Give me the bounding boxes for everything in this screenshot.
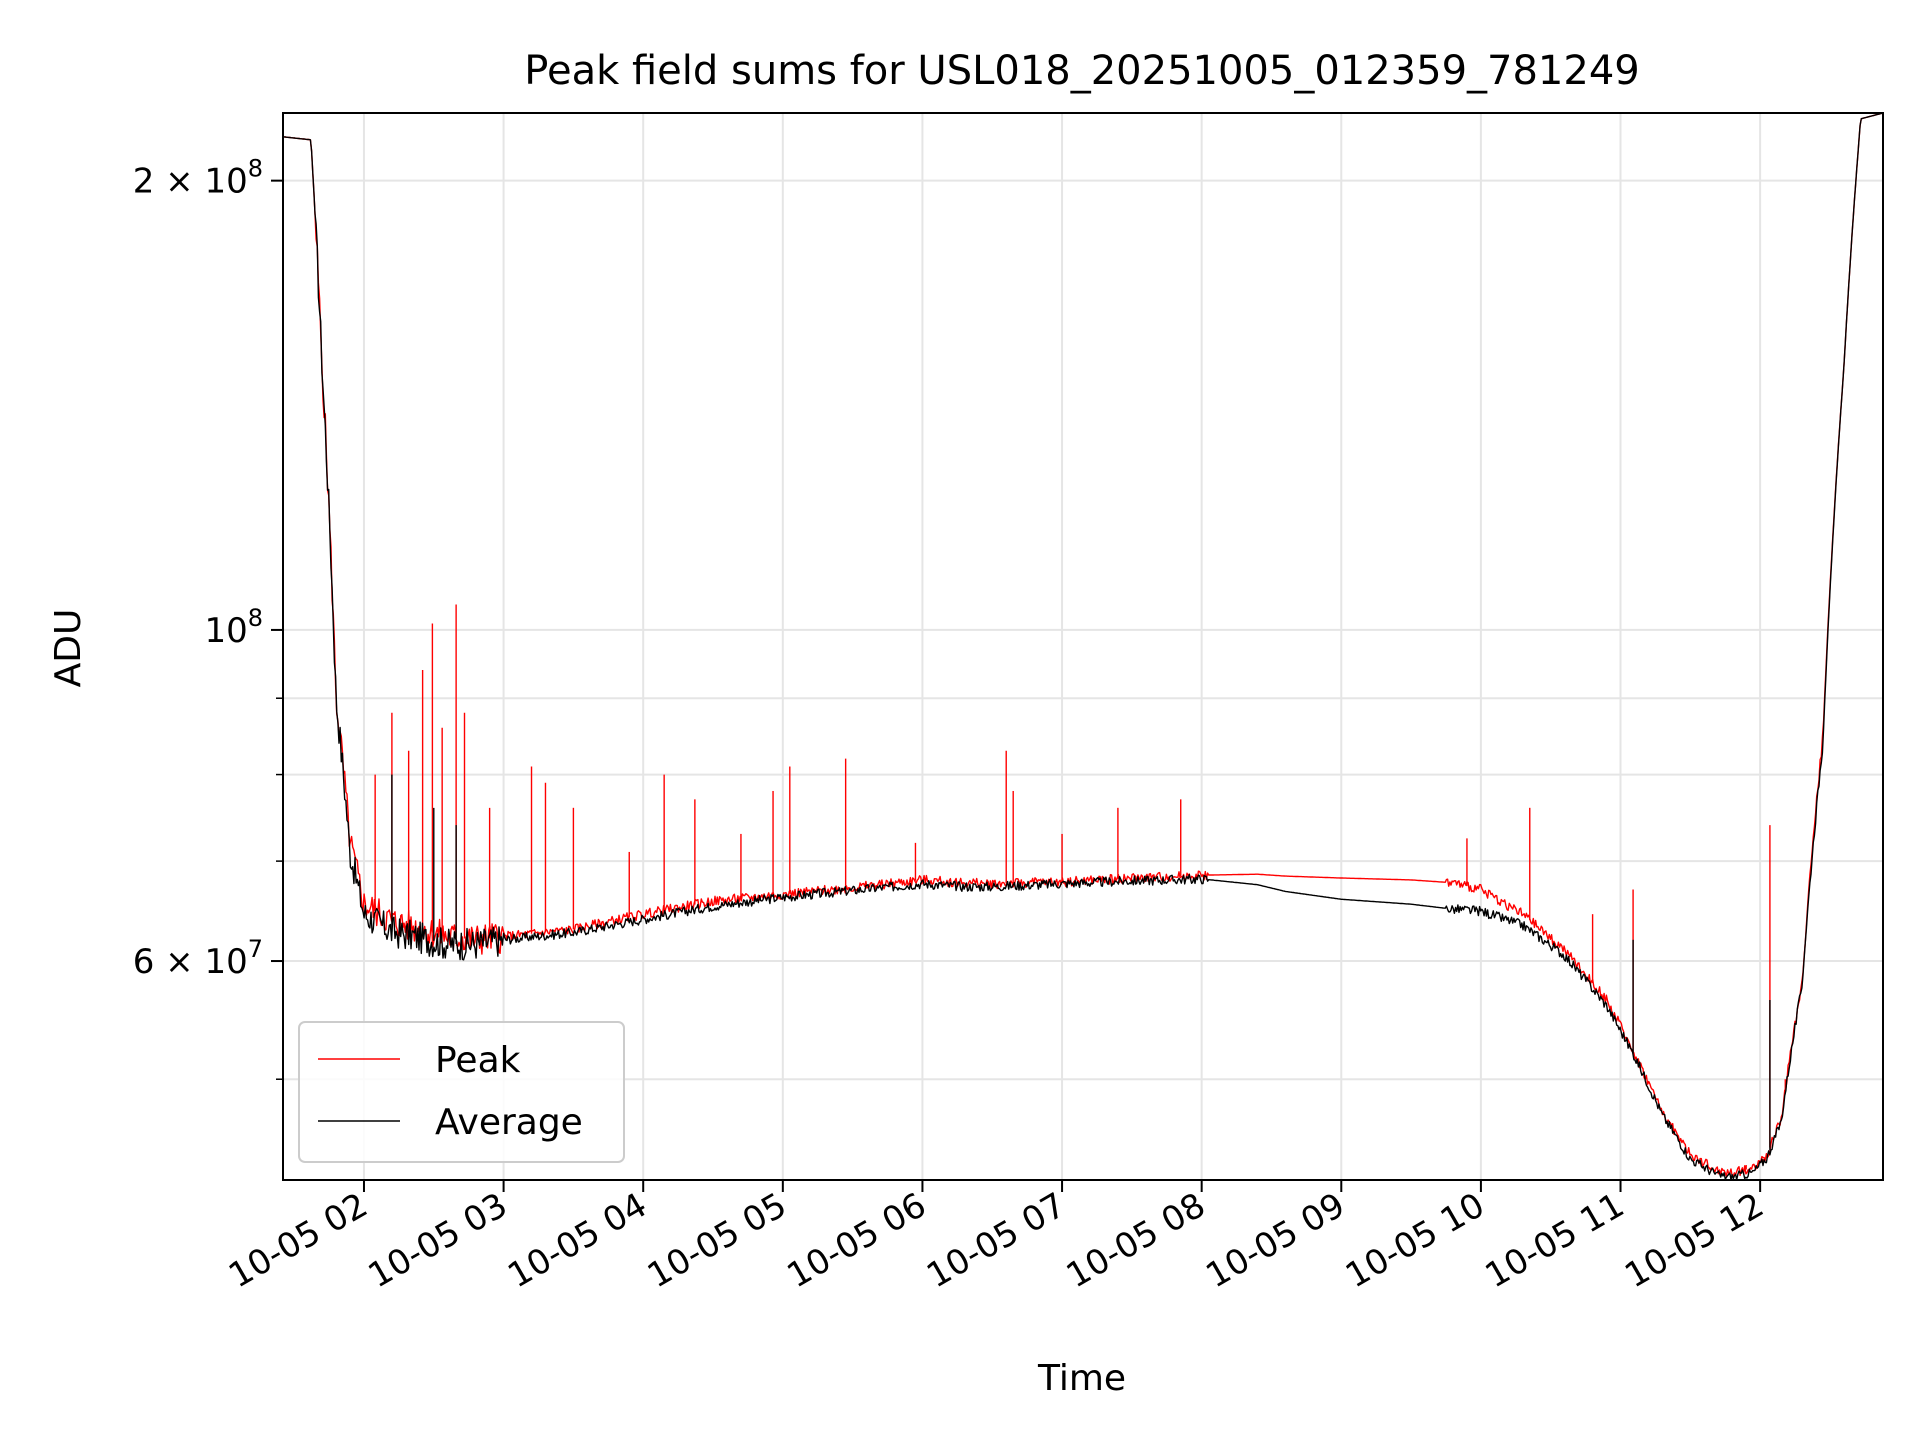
y-axis: 6 × 107 108 2 × 108 xyxy=(133,155,283,1080)
y-tick-label: 108 xyxy=(204,604,263,651)
y-axis-label: ADU xyxy=(48,609,89,688)
legend: Peak Average xyxy=(298,1021,625,1163)
x-axis-label: Time xyxy=(1037,1358,1126,1399)
y-tick-label: 6 × 107 xyxy=(133,935,263,982)
legend-box xyxy=(298,1021,625,1163)
plot-frame xyxy=(282,112,1884,1181)
y-tick-label: 2 × 108 xyxy=(133,155,263,202)
legend-label-average: Average xyxy=(435,1102,583,1143)
legend-label-peak: Peak xyxy=(435,1040,521,1081)
chart-title: Peak field sums for USL018_20251005_0123… xyxy=(524,48,1639,94)
grid xyxy=(283,113,1883,1180)
series-line-average xyxy=(282,112,1884,1181)
series-layer xyxy=(282,112,1884,1181)
